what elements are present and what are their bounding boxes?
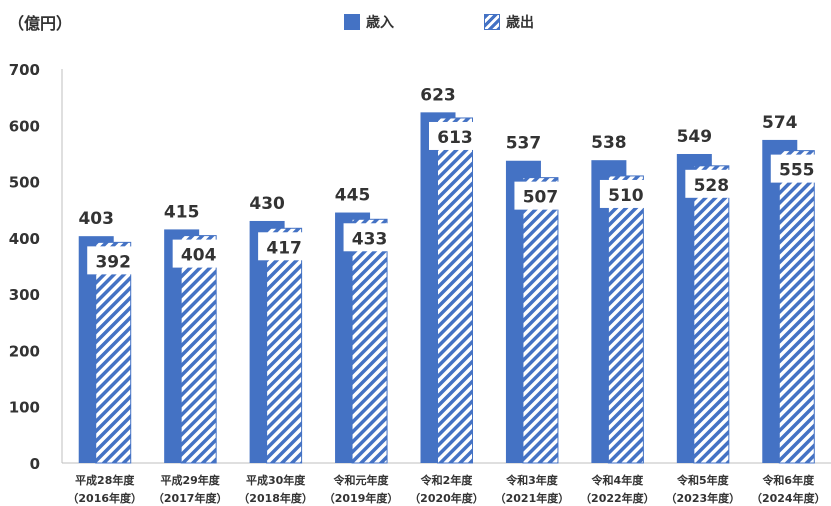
y-tick-label: 300 <box>9 286 40 304</box>
data-label-expenditure-bg <box>599 179 652 208</box>
data-labels-group: 403 392 415 404 430 417 445 433 623 613 537 507 538 5… <box>78 85 823 275</box>
x-tick-label: 平成28年度 <box>75 473 135 487</box>
x-tick-sublabel: （2023年度） <box>666 491 741 505</box>
data-label-expenditure: 392 <box>95 252 131 272</box>
data-label-expenditure: 404 <box>181 246 217 266</box>
x-tick-label: 令和4年度 <box>591 473 645 487</box>
y-tick-label: 0 <box>30 455 40 473</box>
data-label-expenditure-bg <box>343 223 396 252</box>
data-label-revenue: 537 <box>506 134 542 154</box>
x-tick-sublabel: （2021年度） <box>495 491 570 505</box>
data-label-expenditure: 528 <box>694 176 730 196</box>
data-label-revenue: 538 <box>591 133 627 153</box>
data-label-revenue: 574 <box>762 113 798 133</box>
data-label-revenue: 403 <box>78 209 114 229</box>
bar-expenditure <box>693 165 730 464</box>
y-tick-label: 600 <box>9 117 40 135</box>
data-label-expenditure-bg <box>770 154 823 183</box>
data-label-revenue: 415 <box>164 202 200 222</box>
x-tick-label: 平成29年度 <box>161 473 221 487</box>
data-label-revenue: 549 <box>677 127 713 147</box>
bar-expenditure <box>95 241 132 464</box>
x-tick-sublabel: （2018年度） <box>238 491 313 505</box>
bar-expenditure <box>180 235 217 464</box>
data-label-expenditure-bg <box>514 181 567 210</box>
x-tick-label: 令和2年度 <box>420 473 474 487</box>
bar-expenditure <box>266 227 303 464</box>
bar-expenditure <box>607 175 644 464</box>
data-label-expenditure: 433 <box>352 229 388 249</box>
legend-label-revenue: 歳入 <box>366 15 394 31</box>
data-label-expenditure-bg <box>429 121 481 150</box>
x-tick-sublabel: （2017年度） <box>153 491 228 505</box>
x-tick-label: 令和6年度 <box>761 473 815 487</box>
data-label-expenditure: 507 <box>523 188 559 208</box>
bar-expenditure <box>351 218 388 464</box>
data-label-expenditure-bg <box>685 169 738 198</box>
bars-group <box>78 112 815 464</box>
data-label-revenue: 445 <box>335 186 371 206</box>
data-label-revenue: 623 <box>420 85 456 105</box>
x-tick-sublabel: （2024年度） <box>751 491 826 505</box>
legend-label-expenditure: 歳出 <box>506 15 534 31</box>
y-tick-label: 500 <box>9 174 40 192</box>
x-tick-label: 平成30年度 <box>246 473 306 487</box>
y-tick-label: 200 <box>9 342 40 360</box>
data-label-expenditure: 613 <box>437 128 473 148</box>
data-label-expenditure: 417 <box>266 238 302 258</box>
x-tick-sublabel: （2020年度） <box>409 491 484 505</box>
x-tick-sublabel: （2019年度） <box>324 491 399 505</box>
data-label-revenue: 430 <box>249 194 285 214</box>
y-tick-label: 100 <box>9 399 40 417</box>
x-tick-label: 令和5年度 <box>676 473 730 487</box>
data-label-expenditure-bg <box>258 232 311 261</box>
data-label-expenditure-bg <box>172 239 225 268</box>
bar-expenditure <box>437 117 473 464</box>
y-axis-unit-label: （億円） <box>8 14 73 33</box>
x-tick-label: 令和3年度 <box>505 473 559 487</box>
y-tick-label: 700 <box>9 61 40 79</box>
legend-swatch-solid <box>344 14 360 30</box>
data-label-expenditure: 510 <box>608 186 644 206</box>
bar-expenditure <box>522 177 559 464</box>
x-tick-sublabel: （2016年度） <box>67 491 142 505</box>
bar-expenditure <box>778 150 815 464</box>
x-tick-label: 令和元年度 <box>333 473 390 487</box>
legend-item-expenditure: 歳出 <box>484 12 534 32</box>
data-label-expenditure: 555 <box>779 161 815 181</box>
data-label-expenditure-bg <box>87 246 140 275</box>
legend-item-revenue: 歳入 <box>344 12 394 32</box>
legend-swatch-hatched <box>484 14 500 30</box>
x-tick-sublabel: （2022年度） <box>580 491 655 505</box>
y-tick-label: 400 <box>9 230 40 248</box>
